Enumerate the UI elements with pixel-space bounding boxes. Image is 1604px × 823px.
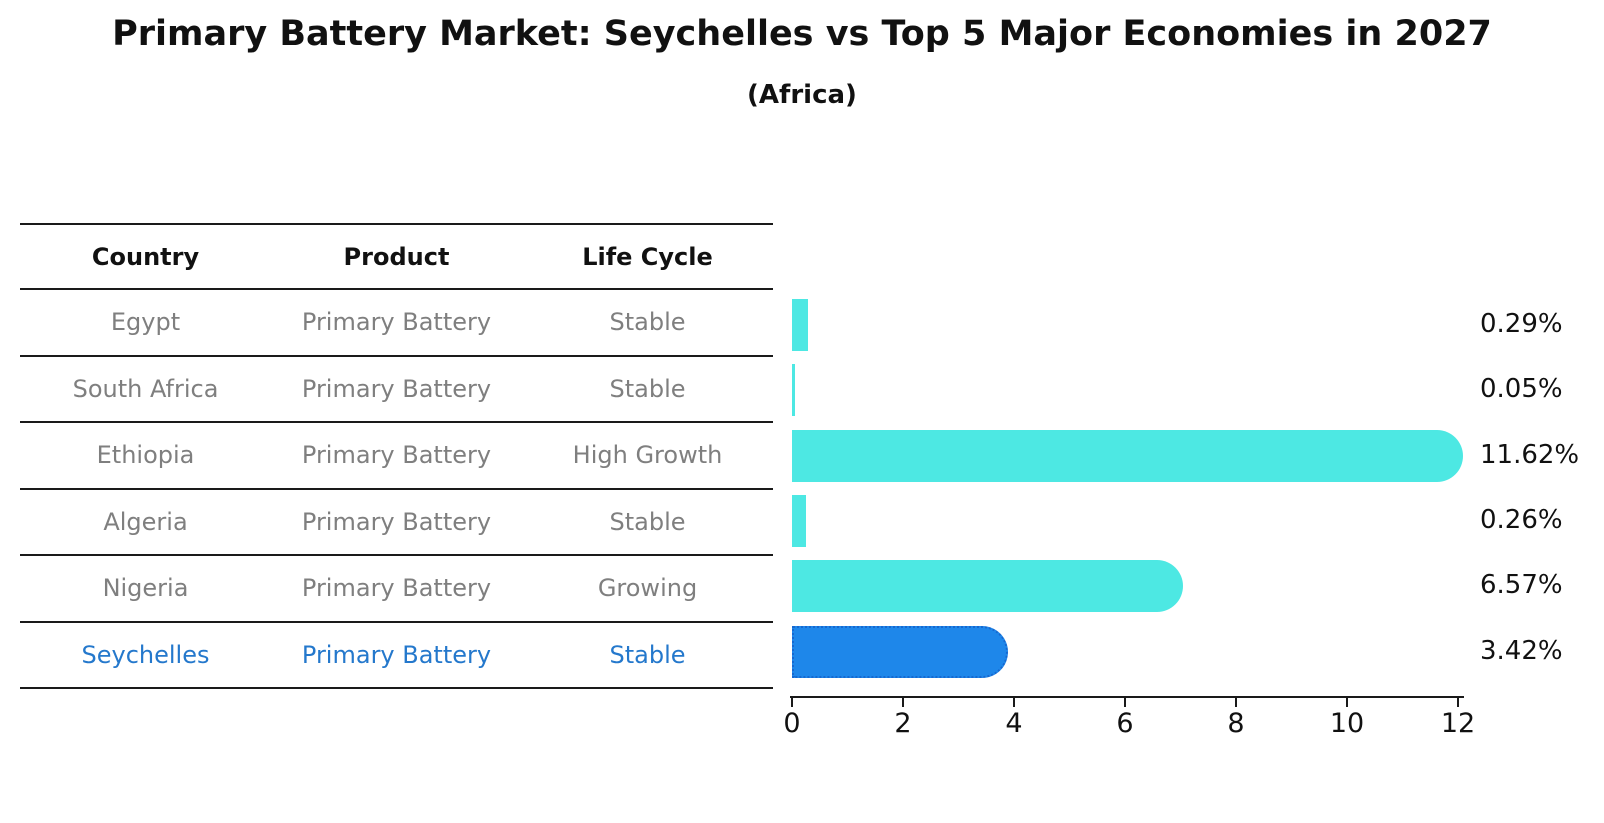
x-axis-tick-label: 6 [1116, 708, 1134, 739]
cell-country: Seychelles [81, 640, 210, 669]
header-cell-product: Product [343, 242, 450, 271]
cell-life-cycle: High Growth [572, 441, 723, 470]
bar [792, 299, 809, 351]
x-axis-tick [1457, 697, 1459, 707]
header-cell-life-cycle: Life Cycle [582, 242, 713, 271]
cell-product: Primary Battery [301, 308, 492, 337]
table-row: Ethiopia Primary Battery High Growth [20, 423, 773, 490]
cell-product: Primary Battery [301, 374, 492, 403]
x-axis-tick [902, 697, 904, 707]
cell-country: Ethiopia [96, 441, 195, 470]
chart-subtitle: (Africa) [747, 80, 857, 110]
table-header-row: Country Product Life Cycle [20, 225, 773, 290]
table-row: Seychelles Primary Battery Stable [20, 623, 773, 689]
x-axis-tick-label: 12 [1440, 708, 1476, 739]
x-axis-tick-label: 8 [1227, 708, 1245, 739]
x-axis-line [790, 696, 1464, 698]
x-axis-tick-label: 4 [1005, 708, 1023, 739]
cell-country: Algeria [103, 507, 188, 536]
table-row: South Africa Primary Battery Stable [20, 357, 773, 423]
bar [792, 429, 1463, 482]
x-axis-tick [1013, 697, 1015, 707]
cell-country: South Africa [72, 374, 219, 403]
bar-value-label: 0.05% [1480, 374, 1563, 405]
x-axis-tick [1124, 697, 1126, 707]
x-axis-tick [1346, 697, 1348, 707]
bar [792, 560, 1183, 613]
bar-value-label: 11.62% [1480, 439, 1580, 470]
cell-life-cycle: Stable [609, 507, 686, 536]
table-row: Egypt Primary Battery Stable [20, 290, 773, 357]
comparison-table: Country Product Life Cycle Egypt Primary … [20, 223, 773, 689]
bar-highlight-seychelles [792, 625, 1008, 678]
cell-country: Egypt [110, 308, 181, 337]
cell-product: Primary Battery [301, 441, 492, 470]
cell-life-cycle: Stable [609, 374, 686, 403]
bar [792, 494, 807, 547]
header-cell-country: Country [91, 242, 200, 271]
table-row: Nigeria Primary Battery Growing [20, 556, 773, 623]
bar-value-label: 3.42% [1480, 635, 1563, 666]
x-axis-tick [791, 697, 793, 707]
cell-product: Primary Battery [301, 507, 492, 536]
x-axis-tick-label: 0 [783, 708, 801, 739]
x-axis-tick-label: 10 [1329, 708, 1365, 739]
bar-value-label: 6.57% [1480, 570, 1563, 601]
cell-life-cycle: Stable [609, 308, 686, 337]
bar-value-label: 0.26% [1480, 504, 1563, 535]
chart-title: Primary Battery Market: Seychelles vs To… [112, 14, 1492, 54]
bar-value-label: 0.29% [1480, 309, 1563, 339]
table-row: Algeria Primary Battery Stable [20, 490, 773, 556]
bar [792, 364, 795, 417]
cell-country: Nigeria [102, 574, 189, 603]
x-axis-tick [1235, 697, 1237, 707]
cell-product: Primary Battery [301, 574, 492, 603]
x-axis-tick-label: 2 [894, 708, 912, 739]
cell-product: Primary Battery [301, 640, 492, 669]
cell-life-cycle: Growing [597, 574, 698, 603]
cell-life-cycle: Stable [609, 640, 686, 669]
